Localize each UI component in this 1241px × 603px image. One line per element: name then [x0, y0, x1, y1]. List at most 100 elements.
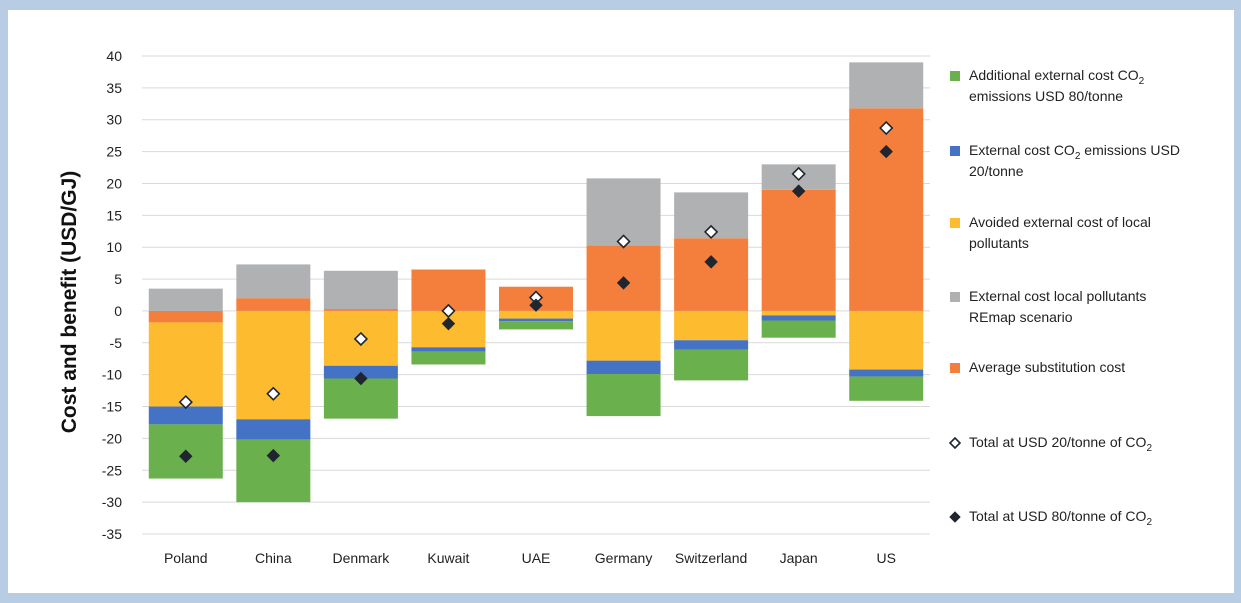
y-tick-label: -30: [102, 494, 122, 510]
bar-avg_sub-denmark: [323, 309, 398, 311]
y-tick-label: 30: [106, 112, 122, 128]
bar-co2_20-kuwait: [411, 347, 486, 352]
legend-label: 20/tonne: [969, 163, 1024, 179]
legend-swatch: [950, 218, 960, 228]
x-category-label: Kuwait: [427, 550, 469, 566]
bar-co2_20-japan: [761, 315, 836, 321]
legend-label: Avoided external cost of local: [969, 214, 1151, 230]
bar-avoided_local-switzerland: [674, 310, 749, 341]
y-tick-label: 5: [114, 271, 122, 287]
bar-co2_20-switzerland: [674, 340, 749, 350]
bar-co2_20-germany: [586, 360, 661, 375]
bar-avoided_local-germany: [586, 310, 661, 361]
y-tick-label: 20: [106, 175, 122, 191]
y-tick-label: -5: [110, 335, 123, 351]
x-category-label: Poland: [164, 550, 208, 566]
marker-total80-poland: [179, 449, 193, 463]
bar-avg_sub-japan: [761, 189, 836, 311]
bar-avoided_local-japan: [761, 310, 836, 316]
marker-total80-us: [879, 144, 893, 159]
bar-ext_local-us: [849, 62, 924, 109]
bar-avoided_local-china: [236, 310, 311, 420]
bar-avoided_local-poland: [148, 322, 223, 407]
x-category-label: Germany: [595, 550, 653, 566]
y-axis-ticks: -35 -30 -25 -20 -15 -10 -5 0 5 10 15 20 25 30 35 40: [102, 48, 122, 542]
y-tick-label: -20: [102, 430, 122, 446]
marker-total80-uae: [529, 298, 543, 312]
marker-total20-kuwait: [441, 303, 456, 319]
bar-co2_20-uae: [499, 318, 573, 322]
legend-swatch: [950, 146, 960, 156]
x-category-label: Japan: [780, 550, 818, 566]
x-category-label: US: [876, 550, 895, 566]
bar-co2_80_add-japan: [761, 320, 836, 338]
bar-avg_sub-us: [849, 108, 924, 311]
y-tick-label: -35: [102, 526, 122, 542]
legend-label: emissions USD 80/tonne: [969, 88, 1123, 104]
marker-total20-us: [879, 120, 894, 136]
bar-ext_local-germany: [586, 178, 661, 246]
legend-label: Additional external cost CO2: [969, 67, 1145, 87]
y-tick-label: 25: [106, 144, 122, 160]
y-tick-label: 35: [106, 80, 122, 96]
bar-avg_sub-switzerland: [674, 238, 749, 311]
legend-swatch: [950, 363, 960, 373]
bar-co2_20-poland: [148, 406, 223, 425]
y-axis-label: Cost and benefit (USD/GJ): [58, 171, 81, 434]
bar-ext_local-denmark: [323, 270, 398, 310]
chart-frame: -35 -30 -25 -20 -15 -10 -5 0 5 10 15 20 25 30 35 40 Pol…: [8, 10, 1234, 593]
marker-total80-germany: [616, 276, 631, 290]
legend-label: Total at USD 20/tonne of CO2: [969, 434, 1152, 454]
bars: [148, 62, 924, 503]
bar-co2_20-us: [849, 369, 924, 377]
legend-marker-hollow: [948, 436, 962, 450]
bar-co2_80_add-germany: [586, 374, 661, 417]
y-tick-label: 15: [106, 207, 122, 223]
x-category-label: UAE: [522, 550, 551, 566]
marker-total20-poland: [178, 394, 193, 410]
bar-ext_local-china: [236, 264, 311, 299]
bar-avoided_local-us: [849, 310, 924, 370]
marker-total80-kuwait: [441, 316, 456, 331]
marker-total20-denmark: [353, 331, 369, 347]
y-tick-label: 0: [114, 303, 122, 319]
x-axis-categories: Poland China Denmark Kuwait UAE Germany Switze…: [164, 550, 896, 566]
marker-total80-japan: [791, 184, 806, 198]
x-category-label: China: [255, 550, 292, 566]
bar-co2_80_add-switzerland: [674, 349, 749, 381]
bar-avg_sub-poland: [148, 310, 223, 323]
bar-avoided_local-uae: [499, 310, 573, 319]
legend-swatch: [950, 71, 960, 81]
y-tick-label: -25: [102, 462, 122, 478]
bar-co2_20-china: [236, 419, 311, 440]
marker-total80-china: [266, 448, 281, 463]
legend-swatch: [950, 292, 960, 302]
stacked-bar-chart: -35 -30 -25 -20 -15 -10 -5 0 5 10 15 20 25 30 35 40 Pol…: [58, 48, 1180, 566]
y-tick-label: -10: [102, 367, 122, 383]
marker-total20-china: [266, 386, 281, 401]
y-tick-label: 40: [106, 48, 122, 64]
marker-total20-switzerland: [703, 224, 719, 240]
y-tick-label: 10: [106, 239, 122, 255]
total-markers: [178, 120, 894, 463]
marker-total20-japan: [791, 166, 806, 182]
x-category-label: Denmark: [332, 550, 390, 566]
bar-co2_80_add-us: [849, 376, 924, 401]
bar-co2_80_add-uae: [499, 321, 573, 330]
bar-avg_sub-china: [236, 298, 311, 311]
legend-label: Total at USD 80/tonne of CO2: [969, 508, 1152, 528]
legend-label: pollutants: [969, 235, 1029, 251]
y-tick-label: -15: [102, 399, 122, 415]
legend-label: External cost local pollutants: [969, 288, 1146, 304]
legend-marker-filled: [949, 511, 961, 523]
bar-ext_local-poland: [148, 288, 223, 311]
marker-total80-switzerland: [704, 255, 718, 269]
marker-total80-denmark: [354, 371, 368, 386]
x-category-label: Switzerland: [675, 550, 747, 566]
legend-label: Average substitution cost: [969, 359, 1125, 375]
legend-label: External cost CO2 emissions USD: [969, 142, 1180, 162]
bar-co2_80_add-kuwait: [411, 351, 486, 365]
marker-total20-germany: [616, 234, 631, 249]
legend-label: REmap scenario: [969, 309, 1073, 325]
